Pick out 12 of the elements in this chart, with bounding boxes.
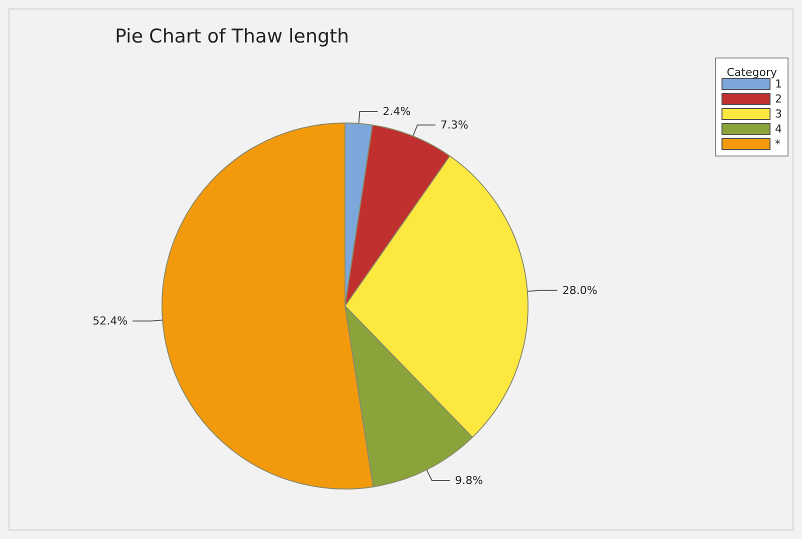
chart-title: Pie Chart of Thaw length xyxy=(115,26,350,48)
data-label: 28.0% xyxy=(562,284,598,297)
data-label: 2.4% xyxy=(382,105,411,118)
data-label: 52.4% xyxy=(92,314,128,328)
legend-label: * xyxy=(775,138,781,150)
legend-title: Category xyxy=(726,66,778,79)
legend-label: 4 xyxy=(775,122,782,136)
data-label: 7.3% xyxy=(440,118,468,132)
legend-label: 1 xyxy=(775,78,782,90)
legend-label: 2 xyxy=(775,92,782,106)
data-label: 9.8% xyxy=(454,474,483,488)
legend-label: 3 xyxy=(775,108,782,120)
